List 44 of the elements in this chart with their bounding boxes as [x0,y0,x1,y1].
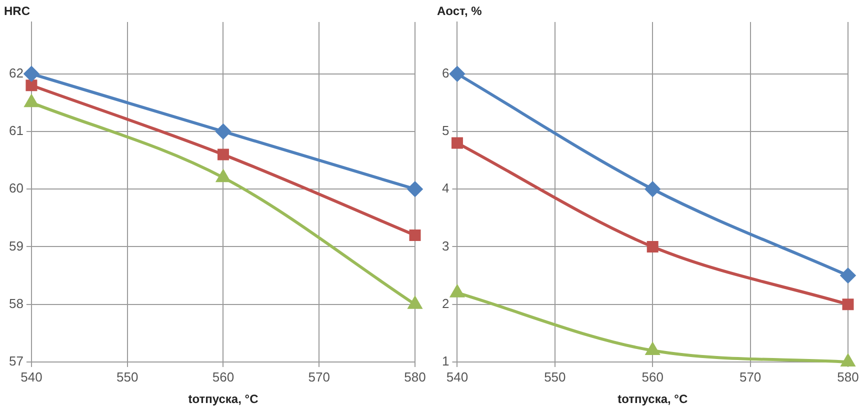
y-tick-label: 61 [8,123,24,138]
y-tick-label: 1 [442,354,450,369]
x-tick-label: 550 [544,369,566,384]
y-axis-title: HRC [4,4,30,18]
point [216,170,230,182]
point [841,354,855,366]
point [646,342,660,355]
point [24,66,39,82]
y-tick-label: 59 [8,238,24,254]
point [451,137,463,149]
x-tick-label: 550 [116,369,138,384]
y-axis-title: Аост, % [437,4,482,18]
point [840,268,856,284]
point [409,229,421,241]
point [450,285,464,298]
x-axis-title: tотпуска, °C [618,392,688,406]
y-tick-label: 60 [8,180,24,196]
x-tick-label: 580 [404,369,426,384]
point [646,241,658,252]
x-tick-label: 560 [642,369,664,384]
y-tick-label: 57 [8,354,24,369]
point [408,182,422,197]
point [24,95,38,108]
point [216,124,231,139]
y-tick-label: 3 [442,238,450,254]
y-tick-label: 6 [442,65,450,80]
x-tick-label: 570 [739,369,762,384]
point [26,80,38,92]
point [408,296,422,309]
y-tick-label: 62 [8,65,24,80]
x-tick-label: 540 [20,369,42,384]
point [217,148,229,160]
x-axis-title: tотпуска, °C [188,392,259,406]
point [450,66,465,82]
y-tick-label: 58 [8,296,24,311]
x-tick-label: 580 [837,369,859,384]
x-tick-label: 540 [446,369,468,384]
point [842,298,854,310]
x-tick-label: 570 [308,369,330,384]
x-tick-label: 560 [212,369,234,384]
point [645,182,660,197]
y-tick-label: 5 [442,123,450,138]
y-tick-label: 4 [442,180,450,196]
y-tick-label: 2 [442,296,450,311]
